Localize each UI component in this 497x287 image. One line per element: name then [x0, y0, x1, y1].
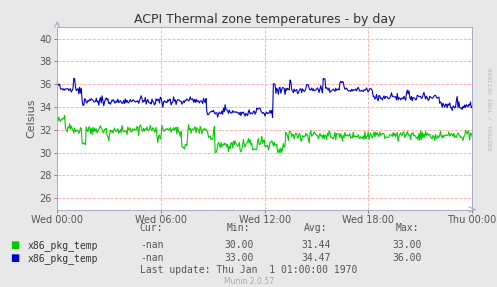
Text: RRDTOOL / TOBI OETIKER: RRDTOOL / TOBI OETIKER	[488, 68, 493, 150]
Text: ■: ■	[10, 253, 19, 263]
Text: 36.00: 36.00	[393, 253, 422, 263]
Text: Cur:: Cur:	[140, 223, 164, 233]
Text: -nan: -nan	[140, 253, 164, 263]
Text: -nan: -nan	[140, 240, 164, 250]
Text: Avg:: Avg:	[304, 223, 328, 233]
Text: Last update: Thu Jan  1 01:00:00 1970: Last update: Thu Jan 1 01:00:00 1970	[140, 265, 357, 275]
Text: 33.00: 33.00	[393, 240, 422, 250]
Text: x86_pkg_temp: x86_pkg_temp	[27, 253, 98, 264]
Text: 31.44: 31.44	[301, 240, 331, 250]
Title: ACPI Thermal zone temperatures - by day: ACPI Thermal zone temperatures - by day	[134, 13, 396, 26]
Text: x86_pkg_temp: x86_pkg_temp	[27, 240, 98, 251]
Text: Max:: Max:	[396, 223, 419, 233]
Text: 33.00: 33.00	[224, 253, 253, 263]
Y-axis label: Celsius: Celsius	[26, 99, 36, 138]
Text: 30.00: 30.00	[224, 240, 253, 250]
Text: Munin 2.0.57: Munin 2.0.57	[224, 277, 273, 286]
Text: Min:: Min:	[227, 223, 250, 233]
Text: 34.47: 34.47	[301, 253, 331, 263]
Text: ■: ■	[10, 240, 19, 250]
